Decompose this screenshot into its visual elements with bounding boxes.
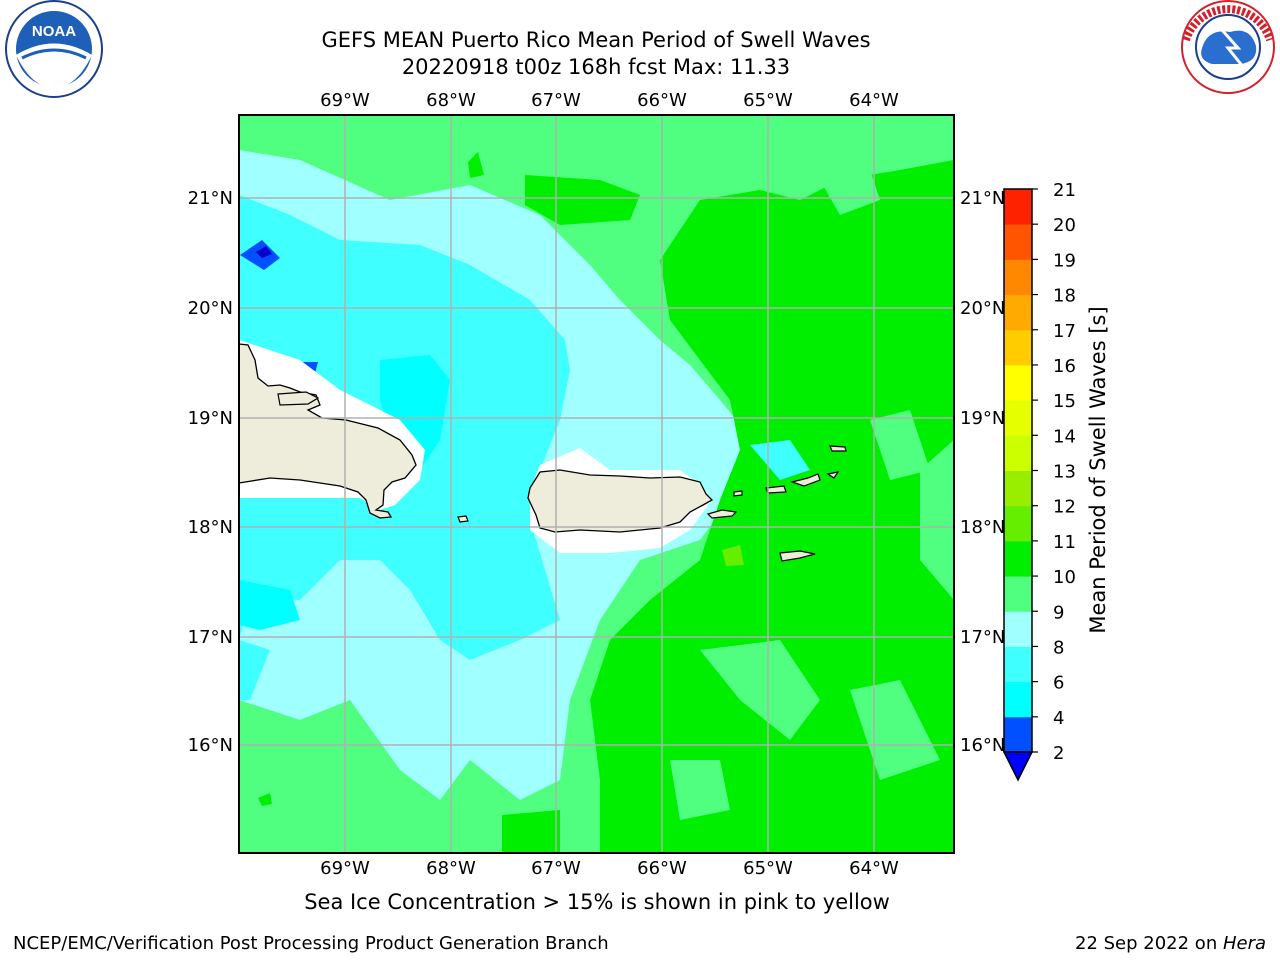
colorbar-tick-label: 2 — [1053, 743, 1064, 764]
colorbar-segment — [1004, 470, 1032, 507]
chart-title: GEFS MEAN Puerto Rico Mean Period of Swe… — [321, 28, 871, 52]
colorbar-tick-label: 17 — [1053, 321, 1076, 342]
lat-tick-right: 17°N — [960, 627, 1005, 648]
lon-tick-top: 69°W — [320, 90, 370, 111]
colorbar-label: Mean Period of Swell Waves [s] — [1086, 306, 1110, 633]
chart-subtitle: 20220918 t00z 168h fcst Max: 11.33 — [401, 55, 791, 79]
colorbar-tick-label: 9 — [1053, 602, 1064, 623]
map-frame — [238, 114, 955, 854]
colorbar-tick-label: 11 — [1053, 532, 1076, 553]
lat-tick-left: 21°N — [188, 188, 233, 209]
swell-period-field — [239, 115, 954, 853]
lon-tick-bottom: 69°W — [320, 858, 370, 879]
colorbar-tick-label: 21 — [1053, 180, 1076, 201]
lat-tick-left: 19°N — [188, 408, 233, 429]
colorbar-tick-label: 16 — [1053, 356, 1076, 377]
lon-tick-bottom: 68°W — [426, 858, 476, 879]
lat-tick-left: 20°N — [188, 298, 233, 319]
footer-date-text: 22 Sep 2022 on — [1075, 933, 1223, 954]
colorbar-tick-label: 10 — [1053, 567, 1076, 588]
colorbar-extend-arrow — [1002, 751, 1034, 782]
colorbar: 2 4 6 8 9 10 11 12 13 14 15 16 17 18 19 20 21 — [1002, 180, 1076, 782]
colorbar-tick-label: 14 — [1053, 426, 1076, 447]
colorbar-segment — [1004, 576, 1032, 612]
footer-host: Hera — [1222, 933, 1266, 954]
colorbar-segment — [1004, 681, 1032, 718]
footer-credit: NCEP/EMC/Verification Post Processing Pr… — [13, 933, 609, 954]
colorbar-segment — [1004, 329, 1032, 366]
lon-tick-bottom: 65°W — [743, 858, 793, 879]
lon-tick-top: 64°W — [849, 90, 899, 111]
lat-tick-right: 20°N — [960, 298, 1005, 319]
colorbar-segment — [1004, 435, 1032, 471]
sea-ice-note: Sea Ice Concentration > 15% is shown in … — [304, 890, 890, 914]
colorbar-segment — [1004, 189, 1032, 225]
colorbar-segment — [1004, 646, 1032, 683]
lon-tick-top: 67°W — [531, 90, 581, 111]
lat-tick-right: 19°N — [960, 408, 1005, 429]
lat-tick-right: 16°N — [960, 735, 1005, 756]
colorbar-segment — [1004, 259, 1032, 296]
lon-tick-bottom: 64°W — [849, 858, 899, 879]
lat-tick-right: 18°N — [960, 517, 1005, 538]
noaa-logo-text: NOAA — [32, 23, 76, 40]
colorbar-tick-label: 20 — [1053, 215, 1076, 236]
lon-tick-bottom: 66°W — [637, 858, 687, 879]
colorbar-tick-label: 12 — [1053, 497, 1076, 518]
map-gridlines — [239, 115, 954, 853]
colorbar-tick-label: 19 — [1053, 250, 1076, 271]
colorbar-segment — [1004, 716, 1032, 753]
lon-tick-top: 65°W — [743, 90, 793, 111]
lon-tick-top: 66°W — [637, 90, 687, 111]
colorbar-tick-label: 13 — [1053, 462, 1076, 483]
lat-tick-left: 18°N — [188, 517, 233, 538]
noaa-logo: NOAA — [5, 0, 103, 98]
lon-tick-top: 68°W — [426, 90, 476, 111]
colorbar-segment — [1004, 611, 1032, 647]
colorbar-tick-label: 4 — [1053, 708, 1064, 729]
colorbar-segment — [1004, 294, 1032, 331]
lat-tick-right: 21°N — [960, 188, 1005, 209]
colorbar-segment — [1004, 224, 1032, 260]
colorbar-tick-label: 6 — [1053, 673, 1064, 694]
lat-tick-left: 16°N — [188, 735, 233, 756]
footer-date: 22 Sep 2022 on Hera — [1075, 933, 1266, 954]
nws-logo — [1181, 0, 1275, 94]
colorbar-tick-label: 15 — [1053, 391, 1076, 412]
colorbar-tick-label: 8 — [1053, 637, 1064, 658]
lon-tick-bottom: 67°W — [531, 858, 581, 879]
colorbar-segment — [1004, 400, 1032, 436]
lat-tick-left: 17°N — [188, 627, 233, 648]
colorbar-segment — [1004, 364, 1032, 401]
colorbar-segment — [1004, 540, 1032, 577]
colorbar-tick-label: 18 — [1053, 286, 1076, 307]
colorbar-segment — [1004, 505, 1032, 542]
